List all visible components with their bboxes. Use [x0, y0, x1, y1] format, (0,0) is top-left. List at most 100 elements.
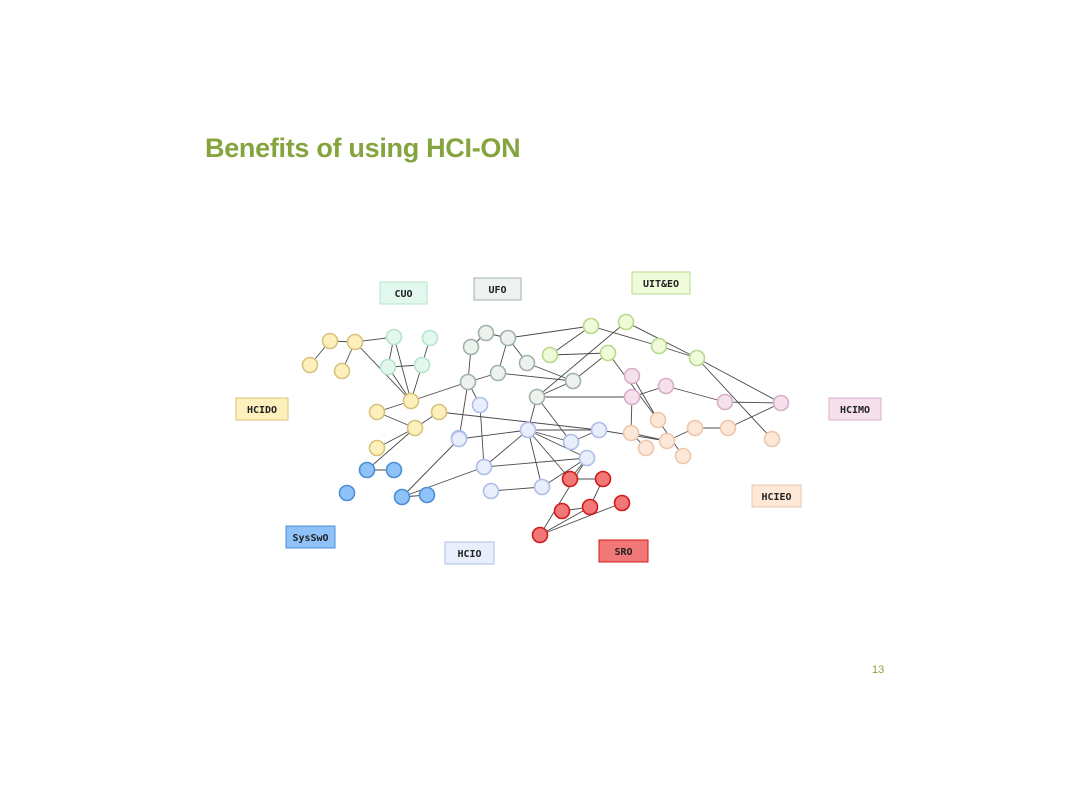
node-ufo-n17	[518, 354, 536, 372]
node-uite-n25	[617, 313, 635, 331]
ontology-label-text: UIT&EO	[643, 279, 679, 290]
node-hcido-n1	[321, 332, 339, 350]
node-uite-n27	[688, 349, 706, 367]
nodes-layer	[301, 313, 790, 544]
ontology-label-text: SysSwO	[292, 533, 328, 544]
node-hcieo-n33	[649, 411, 667, 429]
node-ufo-n20	[528, 388, 546, 406]
edge-n51-n50	[458, 429, 529, 440]
node-hcio-n52	[533, 478, 551, 496]
node-hcimo-n31	[716, 393, 734, 411]
edge-n7-n19	[410, 381, 469, 402]
edge-n24-n33	[607, 352, 659, 421]
node-hcieo-n40	[763, 430, 781, 448]
labels-layer: CUO UFO UIT&EO HCIDO HCIMO HCIEO SysSwO HCIO SRO	[235, 271, 882, 565]
node-hcio-n53	[590, 421, 608, 439]
edge-n48-n44	[401, 466, 485, 498]
node-cuo-n13	[413, 356, 431, 374]
node-hcio-n54	[562, 433, 580, 451]
node-ufo-n18	[489, 364, 507, 382]
edge-n20-n25	[536, 321, 627, 398]
node-sro-n61	[531, 526, 549, 544]
node-sysswo-n45	[418, 486, 436, 504]
edge-n51-n48	[483, 429, 529, 468]
edge-n51-n56	[527, 429, 571, 480]
page-number: 13	[872, 664, 885, 676]
slide-title: Benefits of using HCI-ON	[205, 133, 521, 163]
node-hcio-n46	[471, 396, 489, 414]
edge-n29-n31	[665, 385, 726, 403]
node-hcio-n51	[519, 421, 537, 439]
ontology-label-hcido: HCIDO	[235, 397, 289, 421]
edge-n23-n26	[590, 325, 660, 347]
ontology-label-uite: UIT&EO	[631, 271, 691, 295]
node-hcimo-n29	[657, 377, 675, 395]
edge-n23-n22	[549, 325, 592, 356]
ontology-label-text: HCIEO	[761, 492, 791, 503]
edge-n31-n32	[724, 401, 782, 404]
node-hcimo-n28	[623, 367, 641, 385]
edge-n52-n55	[541, 457, 588, 488]
node-hcieo-n38	[674, 447, 692, 465]
ontology-label-box	[751, 484, 802, 508]
ontology-label-box	[285, 525, 336, 549]
ontology-label-box	[444, 541, 495, 565]
node-ufo-n16	[499, 329, 517, 347]
node-hcio-n49	[482, 482, 500, 500]
node-hcido-n8	[406, 419, 424, 437]
node-ufo-n19	[459, 373, 477, 391]
edge-n16-n23	[507, 325, 592, 339]
node-hcimo-n30	[623, 388, 641, 406]
node-hcieo-n35	[658, 432, 676, 450]
edge-n39-n32	[727, 402, 782, 429]
node-sro-n59	[553, 502, 571, 520]
ontology-label-box	[473, 277, 522, 301]
node-cuo-n12	[379, 358, 397, 376]
node-hcio-n55	[578, 449, 596, 467]
edge-n48-n55	[483, 457, 588, 468]
ontology-label-text: UFO	[488, 285, 506, 296]
node-sysswo-n41	[358, 461, 376, 479]
node-sro-n56	[561, 470, 579, 488]
edge-n61-n60	[539, 506, 591, 536]
node-cuo-n11	[421, 329, 439, 347]
ontology-label-text: HCIDO	[247, 405, 277, 416]
edge-n8-n41	[366, 427, 416, 471]
ontology-label-box	[598, 539, 649, 563]
edge-n61-n58	[539, 502, 623, 536]
edge-n20-n54	[536, 396, 572, 443]
node-hcieo-n39	[719, 419, 737, 437]
ontology-label-sro: SRO	[598, 539, 649, 563]
node-hcimo-n32	[772, 394, 790, 412]
node-sro-n57	[594, 470, 612, 488]
node-uite-n22	[541, 346, 559, 364]
edge-n28-n33	[631, 375, 659, 421]
ontology-label-hcimo: HCIMO	[828, 397, 882, 421]
node-ufo-n14	[477, 324, 495, 342]
node-hcido-n2	[346, 333, 364, 351]
edge-n51-n52	[527, 429, 543, 488]
node-ufo-n21	[564, 372, 582, 390]
node-hcido-n9	[430, 403, 448, 421]
node-hcido-n7	[402, 392, 420, 410]
edge-n19-n50	[458, 381, 469, 440]
node-uite-n24	[599, 344, 617, 362]
ontology-label-text: HCIMO	[840, 405, 870, 416]
node-hcido-n3	[301, 356, 319, 374]
edge-n18-n21	[497, 372, 574, 382]
node-sro-n58	[613, 494, 631, 512]
edge-n46-n48	[479, 404, 485, 468]
node-hcieo-n37	[686, 419, 704, 437]
node-hcido-n4	[333, 362, 351, 380]
ontology-label-box	[828, 397, 882, 421]
ontology-label-ufo: UFO	[473, 277, 522, 301]
ontology-label-hcio: HCIO	[444, 541, 495, 565]
ontology-label-hcieo: HCIEO	[751, 484, 802, 508]
node-ufo-n15	[462, 338, 480, 356]
ontology-label-text: SRO	[614, 547, 632, 558]
ontology-label-box	[379, 281, 428, 305]
node-sysswo-n43	[338, 484, 356, 502]
edge-n55-n61	[539, 457, 588, 536]
ontology-label-text: HCIO	[457, 549, 481, 560]
node-hcieo-n36	[637, 439, 655, 457]
